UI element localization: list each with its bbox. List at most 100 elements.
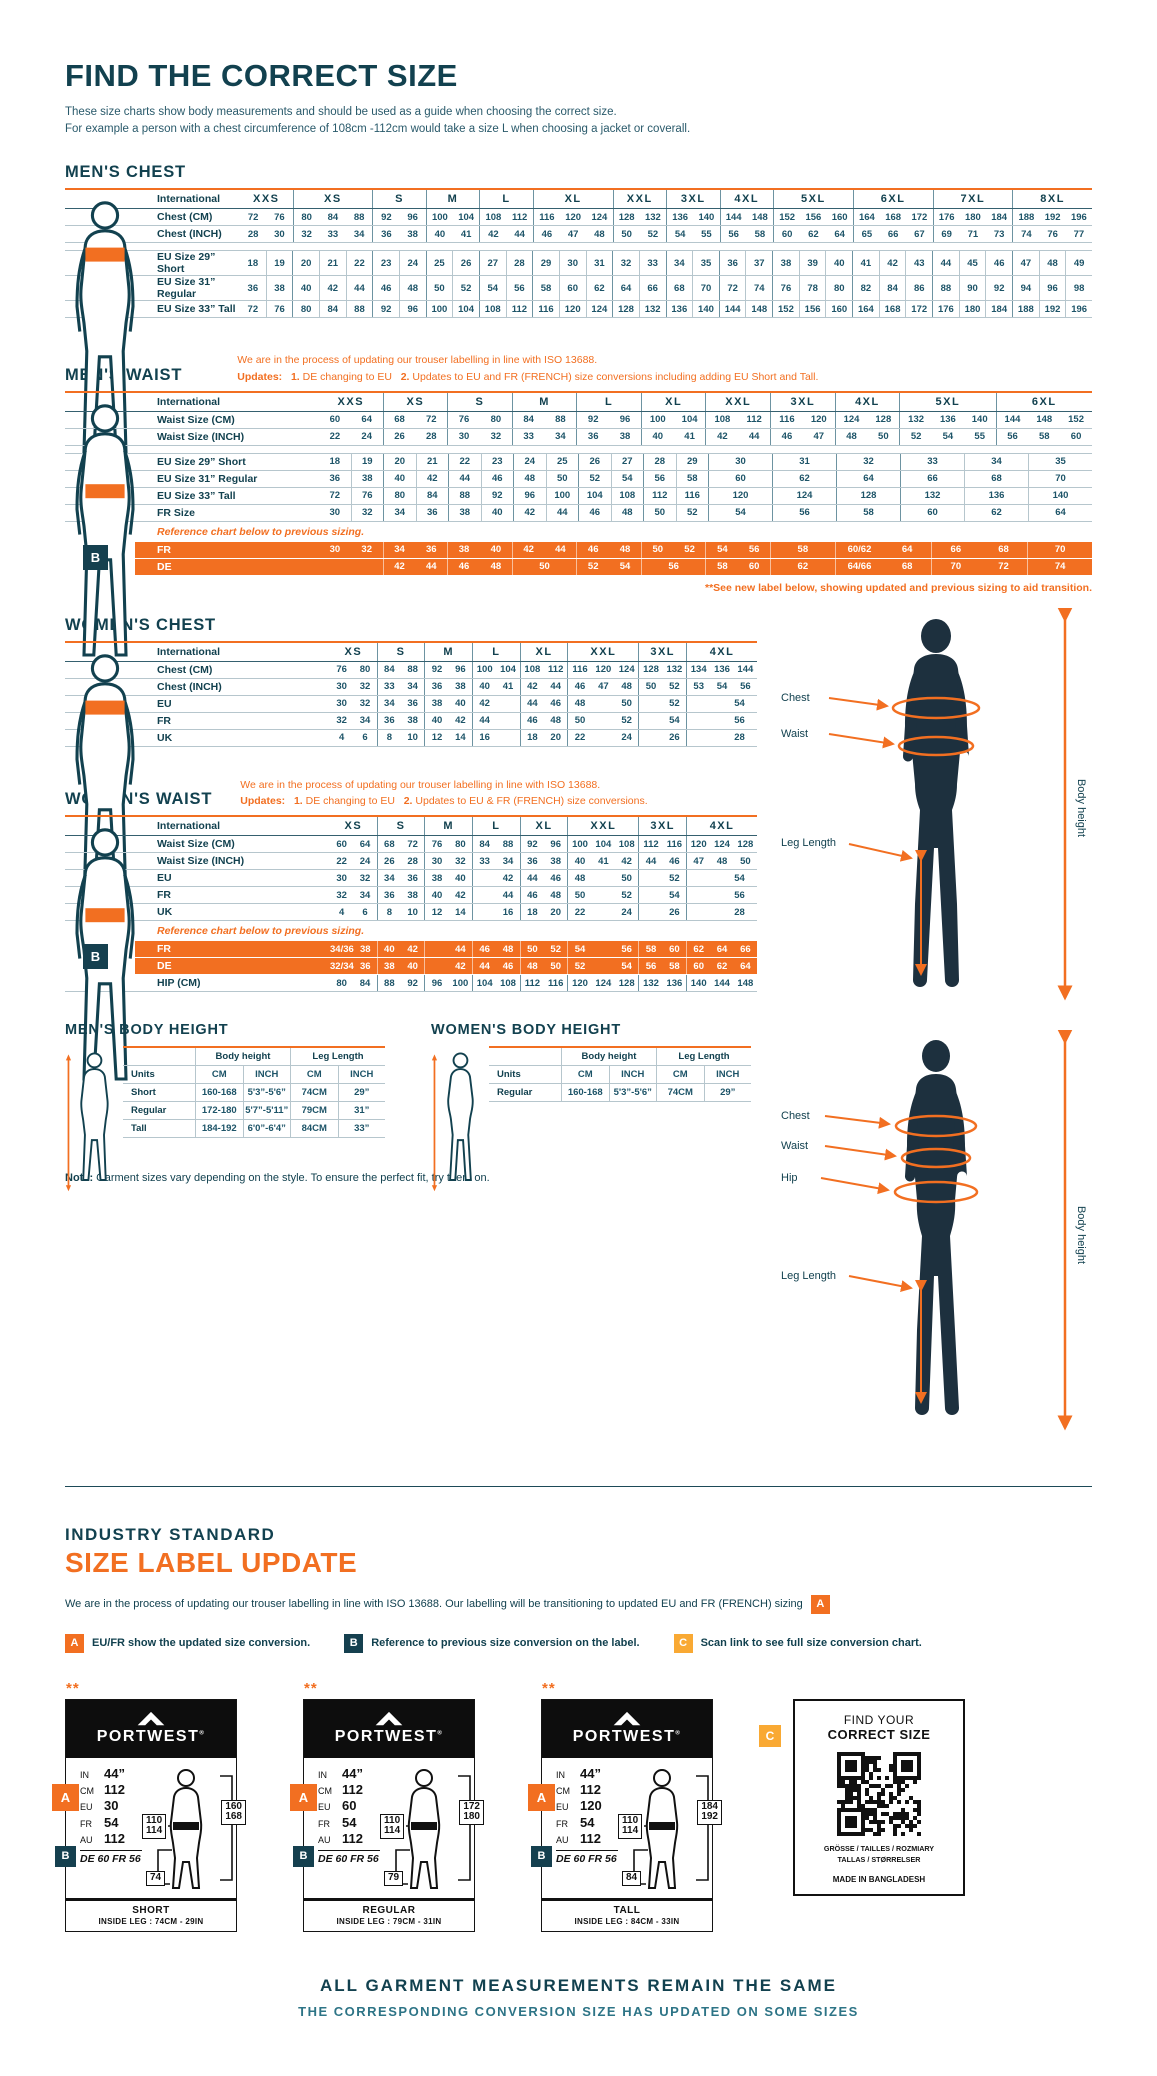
- size-value: 64: [361, 414, 372, 426]
- size-cell: 84: [878, 276, 906, 301]
- size-value: L: [604, 395, 614, 408]
- size-cell: 44: [424, 941, 472, 958]
- size-value: 32: [863, 456, 874, 468]
- size-value: 164: [858, 211, 875, 223]
- fit-label: Short: [131, 1087, 156, 1099]
- leg-length-group: Leg Length: [656, 1048, 751, 1066]
- size-value: 116: [684, 490, 700, 502]
- size-cell: 92: [372, 301, 399, 318]
- size-value: 116: [666, 838, 683, 850]
- reference-note: Reference chart below to previous sizing…: [157, 925, 365, 938]
- size-cell: 29: [675, 453, 709, 470]
- size-value: 70: [950, 561, 962, 573]
- height-size-box: 184 192: [697, 1799, 722, 1825]
- size-value: 46: [479, 943, 490, 955]
- size-cell: 94: [1012, 276, 1039, 301]
- mens-chest-table: International XXS XS S M L XL XXL 3XL 4XL 5XL 6XL 7X…: [65, 188, 1092, 454]
- size-value: 104: [458, 211, 475, 223]
- size-value: 34: [359, 715, 371, 727]
- size-cell: 36 38: [376, 712, 425, 729]
- size-value: L: [492, 820, 501, 833]
- size-cell: 47 48 50: [686, 853, 757, 870]
- size-value: 66: [950, 544, 962, 556]
- size-value: 18: [329, 456, 341, 468]
- table-row: Waist Size (CM) 60 64 68 72 76 80 84 88 92 96 100 10…: [65, 411, 1092, 429]
- size-value: 42: [717, 431, 728, 443]
- size-cell: 48 50: [567, 695, 638, 712]
- womens-figure-illustration: [820, 1029, 1073, 1431]
- size-cell: 108: [610, 487, 644, 504]
- size-value: 98: [1073, 282, 1085, 294]
- size-value: 42: [394, 561, 405, 573]
- qr-title-2: CORRECT SIZE: [827, 1726, 931, 1742]
- size-value: 108: [714, 414, 731, 426]
- size-value: 84: [359, 977, 371, 989]
- fit-name: REGULAR: [362, 1904, 416, 1916]
- size-value: 36: [727, 257, 738, 269]
- size-cell: 69 71 73: [932, 226, 1013, 243]
- size-header-cell: 3XL: [638, 817, 686, 836]
- size-value: 34: [555, 431, 566, 443]
- womens-chest-title: WOMEN'S CHEST: [65, 615, 216, 634]
- size-value: 56: [734, 889, 745, 901]
- size-cell: 128: [836, 487, 900, 504]
- table-row: FR 32 34 36 38 40 42 44 46 48 50 52 54 56: [65, 887, 757, 905]
- size-value: 80: [833, 282, 845, 294]
- size-value: 56: [734, 715, 745, 727]
- size-cell: 42 44: [519, 678, 568, 695]
- unit-header: INCH: [703, 1066, 752, 1084]
- size-cell: 42 44: [382, 558, 448, 575]
- size-value: 44: [645, 855, 657, 867]
- size-value: 22: [329, 431, 341, 443]
- size-cell: 92 96: [576, 411, 641, 428]
- size-cell: 124 128: [834, 411, 900, 428]
- size-cell: 100 104: [640, 411, 706, 428]
- size-value: 112: [342, 1782, 363, 1798]
- size-label-cards: ** PORTWEST® IN 44” CM 112 EU 30 FR 54 AU 112 DE 60…: [52, 1680, 1092, 1932]
- size-cell: 65 66 67: [852, 226, 933, 243]
- size-cell: 42: [415, 470, 449, 487]
- bh-group-row: Body height Leg Length: [123, 1048, 385, 1067]
- size-cell: 40: [383, 470, 416, 487]
- size-cell: 148: [745, 301, 772, 318]
- size-value: 96: [431, 977, 443, 989]
- size-value: 112: [104, 1782, 125, 1798]
- legend-text: EU/FR show the updated size conversion.: [92, 1637, 311, 1650]
- size-cell: 38 40: [424, 695, 472, 712]
- size-value: 176: [937, 303, 954, 315]
- size-cell: 78: [798, 276, 826, 301]
- size-value: 40: [407, 960, 418, 972]
- size-value: 68: [991, 473, 1002, 485]
- legend-text: Reference to previous size conversion on…: [371, 1637, 640, 1650]
- label-caption: REGULAR INSIDE LEG : 79CM - 31IN: [304, 1897, 474, 1931]
- size-cell: 42 44: [511, 541, 577, 558]
- size-unit: EU: [80, 1802, 93, 1813]
- row-label: Chest (INCH): [157, 228, 222, 241]
- b-badge: B: [531, 1845, 552, 1867]
- footer-line-1: ALL GARMENT MEASUREMENTS REMAIN THE SAME: [320, 1975, 837, 1995]
- size-cell: 22 24: [567, 904, 638, 921]
- previous-sizing-row: DE 42 44 46 48 50 52 54 56 58 60 62 64/66 68 70 72 74: [135, 558, 1092, 576]
- size-value: 54: [621, 960, 632, 972]
- table-row: EU Size 33” Tall 72 76 80 84 88 92 96 100 104 108 1…: [65, 301, 1092, 319]
- c-badge: C: [673, 1633, 693, 1653]
- size-value: 96: [550, 838, 561, 850]
- table-row: FR 32 34 36 38 40 42 44 46 48 50 52 54 56: [65, 712, 757, 730]
- size-value: 37: [754, 257, 765, 269]
- portwest-logo-icon: [137, 1712, 165, 1726]
- size-cell: 24: [398, 251, 426, 276]
- size-value: 48: [619, 544, 631, 556]
- size-value: 41: [860, 257, 872, 269]
- size-value: 52: [647, 228, 659, 240]
- size-cell: 172: [905, 301, 932, 318]
- size-cell: 31: [585, 251, 613, 276]
- size-value: 140: [698, 303, 714, 315]
- size-value: 41: [460, 228, 472, 240]
- size-cell: 52 54: [567, 958, 638, 975]
- size-value: 124: [591, 303, 608, 315]
- size-value: 140: [971, 414, 988, 426]
- a-badge: A: [52, 1783, 79, 1811]
- size-cell: 43: [905, 251, 932, 276]
- size-value: 72: [998, 561, 1009, 573]
- size-value: 44: [354, 282, 365, 294]
